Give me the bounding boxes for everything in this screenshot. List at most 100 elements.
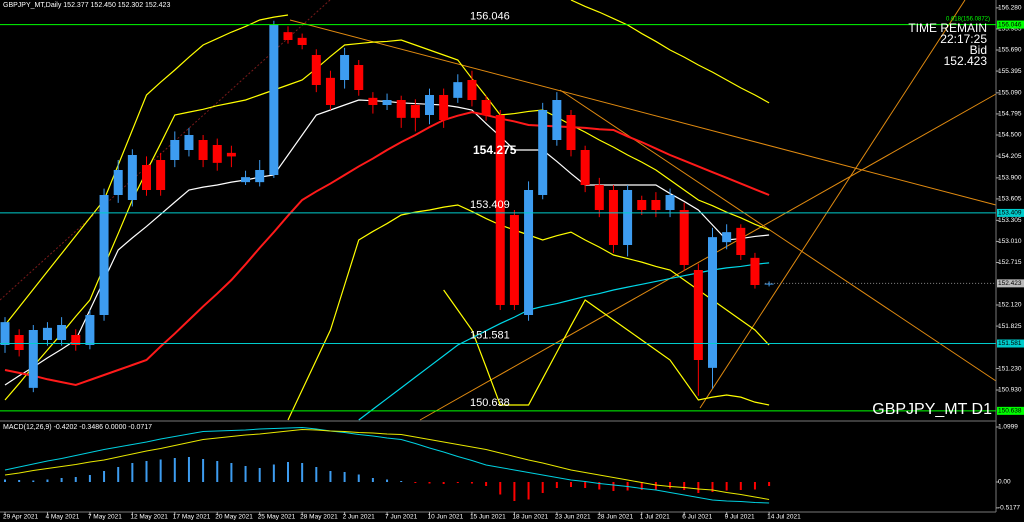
candle-body [467,80,477,100]
macd-bar [18,480,21,482]
y-tick-label: 154.205 [998,153,1022,160]
x-tick-label: 10 Jun 2021 [428,514,464,521]
macd-bar [768,482,771,486]
macd-bar [456,482,459,483]
y-tick-label: 150.930 [998,387,1022,394]
y-tick-label: 155.690 [998,47,1022,54]
candle-body [679,210,689,265]
x-tick-label: 28 Jun 2021 [597,514,633,521]
macd-bar [711,482,714,492]
x-tick-label: 17 May 2021 [173,514,211,521]
macd-bar [428,482,431,484]
candle-body [354,65,364,90]
axis-level-label: 156.046 [998,21,1022,28]
macd-bar [499,482,502,495]
trend-line [289,19,997,206]
macd-bar [60,478,63,482]
macd-bar [400,481,403,482]
level-label: 150.638 [470,397,510,409]
indicator-line [4,0,770,326]
x-tick-label: 6 Jul 2021 [682,514,712,521]
bid-price: 152.423 [944,54,988,68]
candle-body [255,170,265,183]
macd-bar [145,461,148,482]
macd-bar [612,482,615,491]
level-label: 151.581 [470,329,510,341]
macd-bar [485,482,488,486]
candle-body [410,105,420,118]
y-tick-label: 151.230 [998,365,1022,372]
candle-body [283,32,293,40]
macd-bar [513,482,516,501]
candle-body [156,160,166,190]
candle-body [594,185,604,210]
candle-body [0,322,10,345]
candle-body [325,77,335,105]
candle-body [297,37,307,45]
candle-body [85,315,95,345]
candle-body [750,257,760,285]
macd-bar [244,466,247,482]
level-label: 156.046 [470,10,510,22]
candle-body [524,190,534,315]
candle-body [42,327,52,340]
macd-bar [371,478,374,482]
candle-body [28,330,38,388]
y-tick-label: 0.00 [998,479,1011,486]
candle-body [538,110,548,195]
macd-bar [555,482,558,488]
candle-body [396,100,406,118]
x-tick-label: 20 May 2021 [215,514,253,521]
y-tick-label: 155.395 [998,68,1022,75]
macd-bar [541,482,544,493]
x-tick-label: 15 Jun 2021 [470,514,506,521]
macd-bar [329,471,332,482]
candle-body [566,115,576,150]
candle-body [184,135,194,150]
candle-body [311,55,321,85]
candle-body [368,97,378,105]
macd-bar [414,482,417,483]
x-tick-label: 1 Jul 2021 [640,514,670,521]
axis-level-label: 150.638 [998,408,1022,415]
macd-bar [117,467,120,482]
macd-bar [32,480,35,482]
macd-bar [470,482,473,484]
candle-body [57,325,67,340]
bid-label: Bid [970,43,987,57]
level-label: 153.409 [470,199,510,211]
macd-bar [725,482,728,491]
macd-bar [4,479,6,482]
y-tick-label: 156.280 [998,5,1022,12]
y-tick-label: 152.120 [998,302,1022,309]
axis-bid-label: 152.423 [998,280,1022,287]
overlay: GBPJPY_MT,Daily 152.377 152.450 152.302 … [3,2,992,431]
macd-bar [654,482,657,490]
candle-body [241,177,251,183]
macd-bar [739,482,742,490]
macd-bar [74,477,77,482]
y-tick-label: 155.985 [998,26,1022,33]
indicator-line [443,289,770,406]
candle-body [382,100,392,105]
candle-body [481,100,491,115]
candle-body [425,95,434,115]
candle-body [651,200,661,210]
axis-level-box [997,339,1024,348]
candle-body [269,25,279,175]
candle-body [439,95,449,120]
x-tick-label: 28 May 2021 [300,514,338,521]
macd-bar [442,482,445,484]
candle-body [198,140,208,160]
macd-bar [343,472,346,482]
candle-body [99,195,109,315]
macd-bar [230,463,233,482]
time-remain-label: TIME REMAIN [908,21,987,35]
axis-level-label: 151.581 [998,340,1022,347]
candle-body [142,165,151,190]
candle-body [71,335,81,345]
indicator-line [4,426,770,504]
x-tick-label: 7 May 2021 [88,514,122,521]
candle-body [580,150,590,185]
macd-bar [46,479,49,482]
